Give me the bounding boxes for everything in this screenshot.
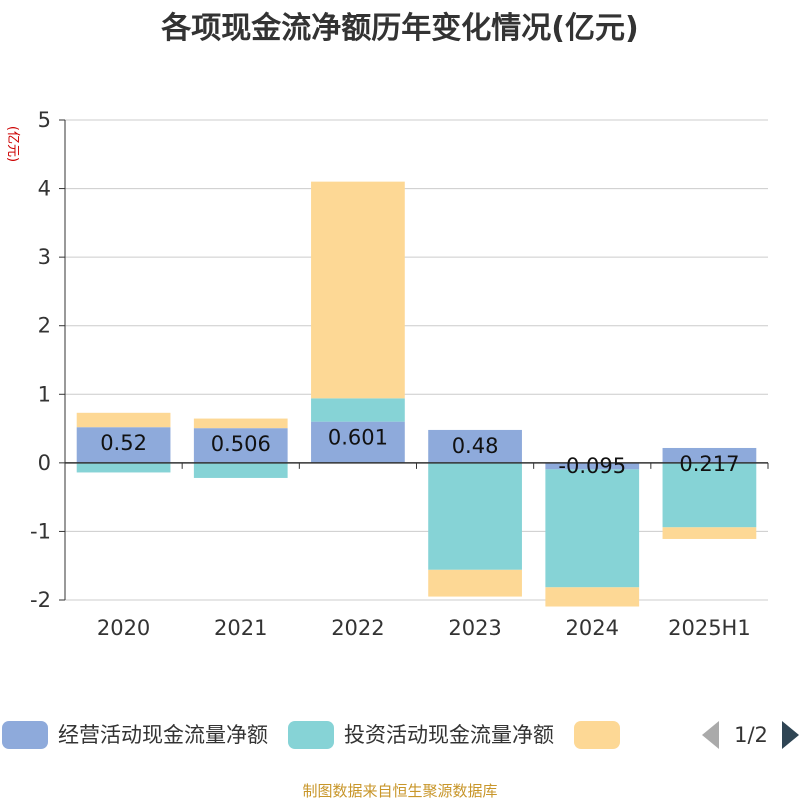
legend-swatch-1[interactable] — [2, 721, 48, 749]
legend-label-2[interactable]: 投资活动现金流量净额 — [344, 723, 554, 747]
legend[interactable]: 经营活动现金流量净额 投资活动现金流量净额 1/2 — [2, 721, 799, 749]
y-tick-label: 2 — [38, 314, 51, 338]
bar-series-1-2021[interactable] — [193, 428, 288, 463]
x-tick-label: 2021 — [214, 616, 267, 640]
data-label: 0.601 — [328, 426, 388, 450]
bar-series-2-2020[interactable] — [76, 462, 171, 473]
bar-series-2-2021[interactable] — [193, 462, 288, 478]
bar-series-1-2023[interactable] — [428, 429, 522, 463]
legend-prev-page-icon[interactable] — [702, 721, 719, 749]
y-tick-label: 0 — [38, 451, 51, 475]
bar-series-1-2022[interactable] — [311, 421, 405, 463]
legend-page-indicator: 1/2 — [734, 723, 768, 747]
data-label: 0.52 — [100, 431, 147, 455]
bar-series-2-2022[interactable] — [311, 398, 405, 422]
y-tick-label: -2 — [30, 588, 51, 612]
y-tick-label: 3 — [38, 245, 51, 269]
y-tick-label: 4 — [38, 177, 51, 201]
bar-series-1-2024[interactable] — [545, 462, 640, 470]
data-label: -0.095 — [558, 454, 626, 478]
bar-series-3-2025H1[interactable] — [662, 527, 757, 539]
bars[interactable] — [76, 181, 757, 607]
bar-series-3-2020[interactable] — [76, 412, 171, 428]
chart-title: 各项现金流净额历年变化情况(亿元) — [160, 11, 638, 46]
y-axis-label: (亿元) — [5, 126, 20, 162]
legend-swatch-3[interactable] — [574, 721, 620, 749]
bar-series-2-2023[interactable] — [428, 462, 522, 570]
tick-labels: 5 4 3 2 1 0 -1 -2 2020 2021 2022 2023 2024 2025H1 — [30, 108, 751, 640]
x-tick-label: 2025H1 — [668, 616, 751, 640]
y-tick-label: 1 — [38, 382, 51, 406]
source-note: 制图数据来自恒生聚源数据库 — [302, 782, 497, 800]
legend-next-page-icon[interactable] — [782, 721, 799, 749]
legend-swatch-2[interactable] — [288, 721, 334, 749]
bar-series-3-2024[interactable] — [545, 587, 640, 607]
x-tick-label: 2022 — [331, 616, 384, 640]
data-label: 0.48 — [452, 434, 499, 458]
bar-series-3-2022[interactable] — [311, 181, 405, 399]
bar-series-3-2021[interactable] — [193, 418, 288, 429]
bar-series-2-2024[interactable] — [545, 469, 640, 588]
bar-series-3-2023[interactable] — [428, 569, 522, 597]
bar-series-1-2025H1[interactable] — [662, 447, 757, 463]
x-tick-label: 2024 — [566, 616, 619, 640]
data-label: 0.506 — [211, 432, 271, 456]
y-tick-label: 5 — [38, 108, 51, 132]
x-tick-label: 2020 — [97, 616, 150, 640]
x-tick-label: 2023 — [448, 616, 501, 640]
legend-label-1[interactable]: 经营活动现金流量净额 — [58, 723, 268, 747]
bar-series-2-2025H1[interactable] — [662, 462, 757, 528]
bar-series-1-2020[interactable] — [76, 427, 171, 463]
axes — [59, 119, 769, 601]
data-label: 0.217 — [679, 452, 739, 476]
data-labels: 0.52 0.506 0.601 0.48 -0.095 0.217 — [100, 426, 739, 478]
y-tick-label: -1 — [30, 519, 51, 543]
